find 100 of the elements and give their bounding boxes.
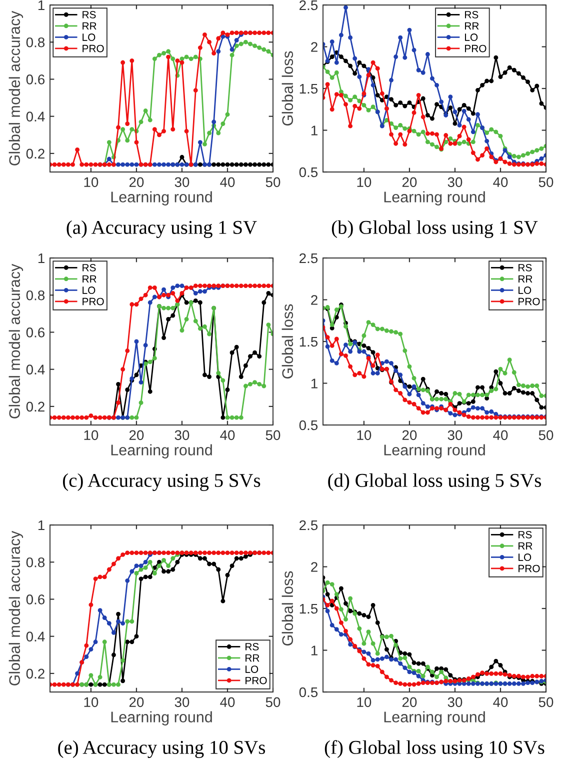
y-axis-title: Global loss [282, 571, 294, 646]
x-tick-label: 50 [266, 430, 280, 440]
y-tick-label: 1 [311, 378, 318, 388]
legend-label: RS [82, 11, 96, 18]
y-tick-label: 2 [311, 42, 318, 52]
legend-label: RR [82, 22, 96, 30]
y-tick-label: 1 [311, 126, 318, 136]
text: (b) Global loss using 1 SV [332, 220, 538, 238]
legend-label: LO [465, 34, 478, 41]
x-tick-label: 30 [448, 430, 462, 440]
x-axis-title: Learning round [111, 711, 212, 726]
y-tick-label: 0.6 [26, 594, 45, 604]
text: (e) Accuracy using 10 SVs [58, 740, 266, 758]
y-tick-label: 2.5 [300, 0, 318, 10]
text: (f) Global loss using 10 SVs [324, 740, 544, 758]
legend-label: LO [82, 286, 96, 294]
y-tick-label: 1.5 [300, 336, 318, 347]
y-tick-label: 0.4 [26, 364, 45, 375]
x-tick-label: 50 [266, 697, 280, 708]
x-tick-label: 20 [402, 697, 417, 708]
y-tick-label: 0.2 [26, 148, 44, 159]
x-tick-label: 40 [220, 697, 235, 708]
text: (d) Global loss using 5 SVs [328, 473, 542, 491]
y-tick-label: 0.2 [26, 402, 44, 412]
x-tick-label: 20 [402, 177, 417, 188]
x-axis-title: Learning round [384, 711, 485, 726]
legend-label: RR [82, 275, 96, 283]
y-tick-label: 1 [311, 646, 318, 656]
y-tick-label: 2.5 [300, 253, 318, 264]
legend-label: PRO [518, 564, 540, 572]
legend-label: PRO [246, 676, 267, 684]
y-tick-label: 1.5 [300, 84, 318, 94]
legend-label: LO [246, 666, 258, 673]
y-tick-label: 1 [38, 253, 44, 264]
x-tick-label: 20 [129, 697, 144, 708]
x-axis-title: Learning round [384, 191, 485, 206]
y-tick-label: 0.8 [26, 37, 45, 48]
y-axis-title: Global model accuracy [8, 264, 24, 418]
y-tick-label: 0.6 [26, 328, 45, 338]
x-tick-label: 10 [357, 697, 372, 708]
y-tick-label: 0.5 [299, 420, 318, 430]
y-tick-label: 1 [38, 520, 44, 530]
x-tick-label: 20 [129, 430, 144, 440]
legend-label: RS [465, 11, 478, 18]
x-tick-label: 50 [538, 177, 554, 188]
x-tick-label: 10 [84, 430, 98, 440]
text: (c) Accuracy using 5 SVs [62, 473, 260, 491]
x-tick-label: 40 [220, 177, 235, 188]
legend-label: RS [518, 531, 532, 538]
legend-label: PRO [82, 44, 104, 52]
y-tick-label: 0.2 [26, 668, 44, 679]
y-tick-label: 0.5 [299, 687, 318, 698]
y-axis-title: Global model accuracy [8, 10, 24, 166]
legend-label: RR [465, 22, 479, 30]
x-tick-label: 40 [220, 430, 235, 440]
x-axis-title: Learning round [384, 444, 485, 458]
text: (a) Accuracy using 1 SV [66, 220, 257, 238]
y-tick-label: 0.5 [299, 167, 318, 178]
legend-label: LO [518, 286, 532, 294]
y-tick-label: 0.4 [26, 112, 45, 122]
x-tick-label: 50 [538, 697, 554, 708]
x-tick-label: 30 [448, 177, 462, 188]
legend-label: LO [518, 554, 532, 561]
y-tick-label: 1.5 [300, 604, 318, 614]
legend-label: RR [518, 542, 532, 550]
legend-label: RR [246, 654, 260, 662]
y-tick-label: 0.8 [26, 557, 45, 568]
x-tick-label: 30 [174, 430, 190, 440]
y-tick-label: 2 [311, 295, 318, 305]
y-tick-label: 0.8 [26, 290, 45, 300]
legend-label: RR [518, 275, 532, 283]
x-tick-label: 20 [402, 430, 417, 440]
x-tick-label: 50 [266, 177, 280, 188]
legend-label: RS [82, 264, 96, 272]
legend-label: PRO [82, 298, 104, 306]
legend-label: LO [82, 34, 96, 41]
y-axis-title: Global loss [282, 304, 294, 379]
x-tick-label: 40 [493, 177, 508, 188]
y-tick-label: 2 [311, 562, 318, 572]
x-tick-label: 50 [538, 430, 554, 440]
x-axis-title: Learning round [111, 191, 212, 206]
y-axis-title: Global loss [282, 51, 294, 126]
x-tick-label: 40 [493, 430, 508, 440]
x-tick-label: 30 [174, 697, 190, 708]
x-tick-label: 20 [129, 177, 144, 188]
y-tick-label: 1 [38, 0, 44, 10]
y-axis-title: Global model accuracy [8, 530, 24, 686]
x-tick-label: 10 [357, 177, 372, 188]
x-tick-label: 30 [448, 697, 462, 708]
legend-label: PRO [465, 44, 486, 52]
x-tick-label: 40 [493, 697, 508, 708]
legend-label: RS [518, 264, 532, 272]
x-tick-label: 10 [84, 177, 98, 188]
y-tick-label: 0.4 [26, 632, 45, 642]
y-tick-label: 0.6 [26, 74, 45, 84]
legend-label: RS [246, 643, 259, 650]
x-tick-label: 10 [84, 697, 98, 708]
x-tick-label: 30 [174, 177, 190, 188]
y-tick-label: 2.5 [300, 520, 318, 530]
legend-label: PRO [518, 298, 540, 306]
